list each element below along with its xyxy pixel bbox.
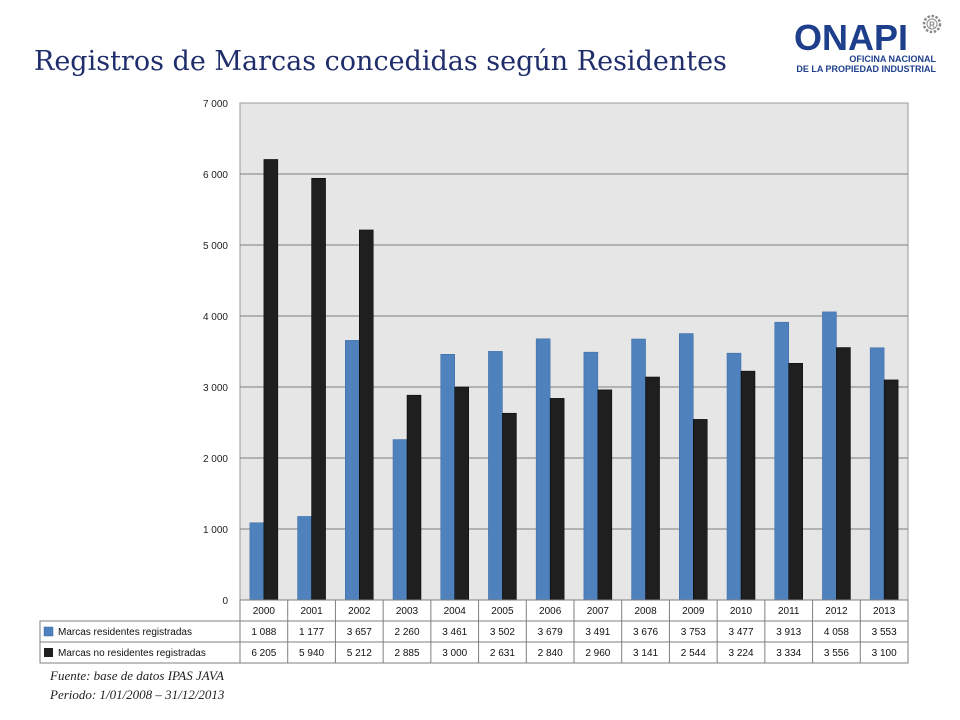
y-tick-label: 0 [222, 596, 228, 607]
bar-residents [440, 354, 455, 601]
x-tick-label: 2004 [444, 606, 467, 617]
table-cell-nonresidents: 3 334 [776, 648, 801, 659]
table-cell-nonresidents: 2 960 [585, 648, 610, 659]
table-cell-nonresidents: 3 224 [728, 648, 753, 659]
bar-nonresidents [645, 376, 660, 601]
x-tick-label: 2006 [539, 606, 562, 617]
bar-residents [535, 338, 551, 601]
y-tick-label: 6 000 [203, 170, 228, 181]
x-tick-label: 2000 [253, 606, 276, 617]
bar-residents [679, 333, 694, 601]
table-cell-nonresidents: 5 212 [347, 648, 372, 659]
y-tick-label: 3 000 [203, 383, 228, 394]
table-cell-nonresidents: 3 141 [633, 648, 658, 659]
table-cell-nonresidents: 3 556 [824, 648, 849, 659]
bar-nonresidents [788, 363, 803, 601]
table-cell-nonresidents: 2 544 [681, 648, 706, 659]
x-tick-label: 2011 [778, 606, 800, 617]
legend-key-residents [43, 626, 54, 637]
logo-line-2: DE LA PROPIEDAD INDUSTRIAL [796, 64, 936, 74]
onapi-logo: ONAPI R OFICINA NACIONAL DE LA PROPIEDAD… [794, 14, 942, 74]
bar-residents [583, 351, 599, 601]
table-cell-residents: 3 491 [585, 627, 610, 638]
x-tick-label: 2013 [873, 606, 896, 617]
y-tick-label: 1 000 [203, 525, 228, 536]
bar-residents [726, 352, 742, 601]
y-tick-label: 2 000 [203, 454, 228, 465]
period-note: Periodo: 1/01/2008 – 31/12/2013 [50, 687, 225, 702]
bar-residents [345, 340, 360, 601]
table-cell-residents: 3 913 [776, 627, 801, 638]
table-cell-nonresidents: 2 840 [538, 648, 563, 659]
bar-nonresidents [693, 419, 708, 601]
table-cell-residents: 2 260 [394, 627, 419, 638]
x-tick-label: 2008 [634, 606, 657, 617]
bar-nonresidents [502, 412, 517, 601]
table-cell-nonresidents: 3 100 [872, 648, 897, 659]
logo-main-text: ONAPI [794, 17, 908, 58]
y-tick-label: 4 000 [203, 312, 228, 323]
table-cell-nonresidents: 2 885 [394, 648, 419, 659]
table-cell-nonresidents: 3 000 [442, 648, 467, 659]
bar-residents [774, 321, 789, 601]
bar-residents [488, 351, 503, 601]
logo-mark-text: R [929, 21, 935, 30]
bar-residents [392, 439, 408, 601]
y-tick-label: 7 000 [203, 99, 228, 110]
plot-area [239, 102, 909, 601]
table-cell-residents: 3 679 [538, 627, 563, 638]
source-note: Fuente: base de datos IPAS JAVA [50, 668, 224, 683]
table-cell-residents: 3 502 [490, 627, 515, 638]
table-cell-residents: 3 657 [347, 627, 372, 638]
x-tick-label: 2012 [825, 606, 848, 617]
bar-nonresidents [836, 347, 851, 601]
bar-residents [822, 311, 837, 601]
legend-key-nonresidents [44, 648, 53, 657]
bar-nonresidents [597, 389, 613, 601]
bar-nonresidents [359, 229, 374, 601]
bar-residents [249, 522, 265, 601]
table-cell-residents: 3 477 [728, 627, 753, 638]
logo-line-1: OFICINA NACIONAL [849, 54, 936, 64]
x-tick-label: 2005 [491, 606, 514, 617]
x-tick-label: 2003 [396, 606, 419, 617]
table-cell-residents: 3 676 [633, 627, 658, 638]
table-cell-nonresidents: 6 205 [251, 648, 276, 659]
table-cell-residents: 3 753 [681, 627, 706, 638]
y-tick-label: 5 000 [203, 241, 228, 252]
table-cell-residents: 3 461 [442, 627, 467, 638]
legend-label-residents: Marcas residentes registradas [58, 627, 192, 638]
bar-residents [869, 347, 885, 601]
bar-nonresidents [263, 159, 279, 601]
x-tick-label: 2001 [300, 606, 323, 617]
bar-nonresidents [883, 379, 899, 601]
bar-nonresidents [406, 394, 422, 601]
bar-nonresidents [549, 398, 565, 601]
legend-label-nonresidents: Marcas no residentes registradas [58, 648, 206, 659]
x-tick-label: 2007 [587, 606, 610, 617]
x-tick-label: 2009 [682, 606, 705, 617]
table-cell-residents: 4 058 [824, 627, 849, 638]
bar-nonresidents [740, 370, 756, 601]
table-cell-residents: 1 177 [299, 627, 324, 638]
slide-title: Registros de Marcas concedidas según Res… [34, 46, 727, 77]
table-cell-nonresidents: 5 940 [299, 648, 324, 659]
table-cell-nonresidents: 2 631 [490, 648, 515, 659]
registered-gear-icon: R [922, 14, 942, 34]
bar-residents [297, 516, 312, 601]
table-cell-residents: 1 088 [251, 627, 276, 638]
bar-nonresidents [311, 178, 326, 601]
x-tick-label: 2002 [348, 606, 371, 617]
table-cell-residents: 3 553 [872, 627, 897, 638]
x-tick-label: 2010 [730, 606, 753, 617]
bar-nonresidents [454, 386, 469, 601]
bar-residents [631, 338, 646, 601]
